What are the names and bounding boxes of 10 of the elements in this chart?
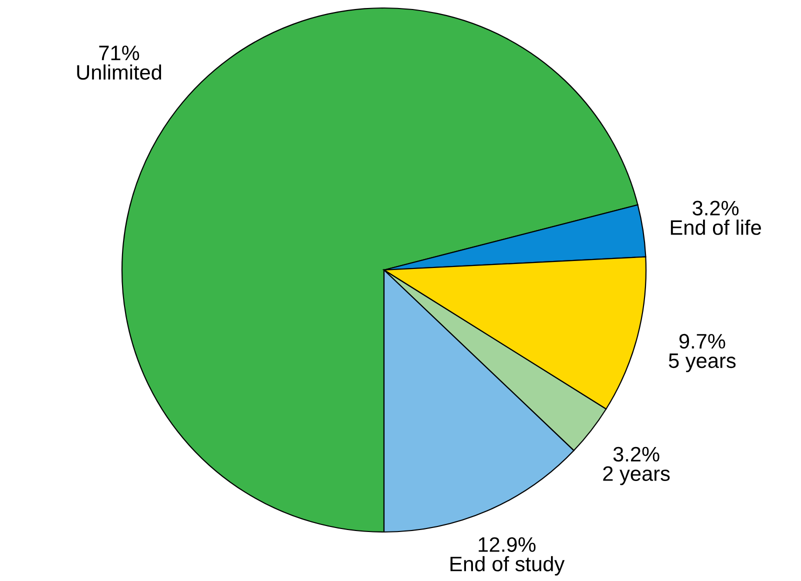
data-label: 3.2% xyxy=(692,200,739,216)
slice-label: 2 years xyxy=(603,466,670,486)
slice-label: 5 years xyxy=(668,354,736,372)
slice-label: End of study xyxy=(450,556,565,576)
data-label: 12.9% xyxy=(478,537,536,552)
data-label: 3.2% xyxy=(613,446,660,462)
slice-label: End of life xyxy=(670,220,761,235)
data-label: 71% xyxy=(99,46,140,60)
data-label: 9.7% xyxy=(679,334,726,349)
slice-label: Unlimited xyxy=(77,64,162,80)
